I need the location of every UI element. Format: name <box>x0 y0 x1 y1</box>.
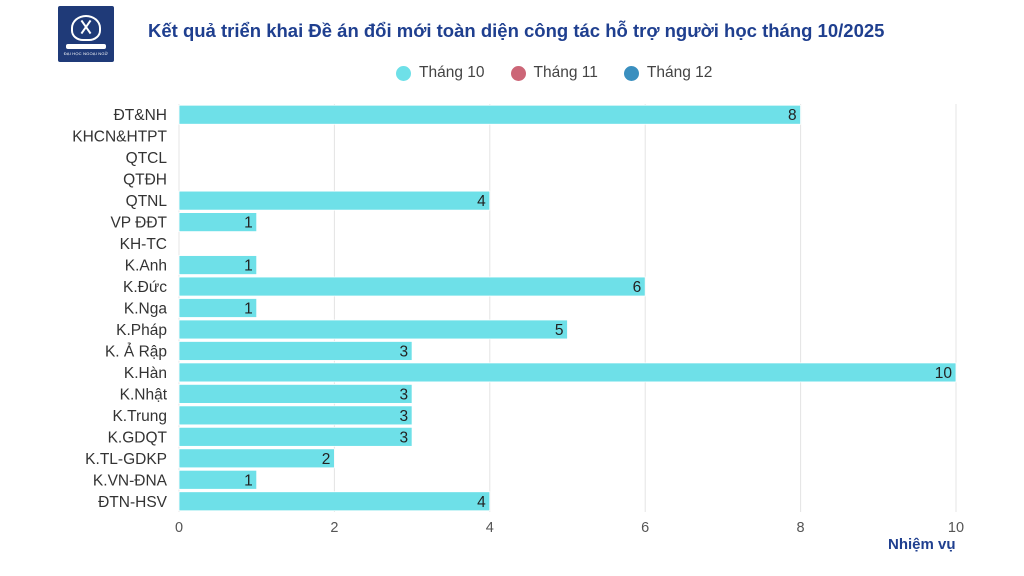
bar-tháng-10 <box>178 298 258 318</box>
chart-legend: Tháng 10 Tháng 11 Tháng 12 <box>396 64 712 82</box>
y-tick-label: QTCL <box>126 150 168 167</box>
legend-label-thang-11: Tháng 11 <box>533 64 598 81</box>
data-label: 8 <box>788 107 797 124</box>
y-tick-label: QTNL <box>126 193 168 210</box>
data-label: 3 <box>399 408 408 425</box>
legend-label-thang-12: Tháng 12 <box>646 64 713 81</box>
y-tick-label: VP ĐĐT <box>110 215 167 232</box>
bar-tháng-10 <box>178 491 491 512</box>
bar-tháng-10 <box>178 212 258 233</box>
bar-tháng-10 <box>178 426 413 447</box>
bar-tháng-10 <box>178 362 957 383</box>
y-tick-label: K.Anh <box>125 258 167 275</box>
bar-tháng-10 <box>178 341 413 361</box>
legend-item-thang-10[interactable]: Tháng 10 <box>396 64 485 82</box>
x-axis-title: Nhiệm vụ <box>888 536 956 553</box>
bar-tháng-10 <box>178 469 258 490</box>
bar-tháng-10 <box>178 276 646 297</box>
data-label: 10 <box>935 365 953 382</box>
y-tick-label: K.TL-GDKP <box>85 451 167 468</box>
bar-tháng-10 <box>178 190 491 211</box>
bar-tháng-10 <box>178 255 258 275</box>
y-tick-label: K.GDQT <box>108 429 168 446</box>
legend-marker-thang-11 <box>510 65 526 81</box>
legend-marker-thang-12 <box>623 65 639 81</box>
bar-tháng-10 <box>178 448 335 469</box>
legend-marker-thang-10 <box>396 65 411 81</box>
logo-ribbon <box>66 43 106 49</box>
x-tick-label: 0 <box>175 520 183 536</box>
legend-item-thang-11[interactable]: Tháng 11 <box>510 64 598 82</box>
legend-label-thang-10: Tháng 10 <box>419 64 485 81</box>
data-label: 5 <box>555 322 564 339</box>
y-tick-label: KH-TC <box>120 236 167 253</box>
data-label: 1 <box>244 472 253 489</box>
y-tick-label: K.Nga <box>124 301 167 318</box>
y-tick-label: QTĐH <box>123 172 167 189</box>
bar-tháng-10 <box>178 319 568 340</box>
logo-emblem <box>71 14 101 41</box>
y-tick-label: KHCN&HTPT <box>72 129 167 146</box>
data-label: 3 <box>399 343 408 360</box>
data-label: 3 <box>399 386 408 403</box>
x-tick-label: 4 <box>486 520 494 536</box>
y-tick-label: K.Nhật <box>120 386 168 403</box>
data-label: 4 <box>477 494 486 511</box>
y-tick-label: K.VN-ĐNA <box>93 472 168 489</box>
x-tick-label: 10 <box>948 520 964 536</box>
bar-tháng-10 <box>178 405 413 426</box>
chart-title: Kết quả triển khai Đề án đổi mới toàn di… <box>148 20 885 41</box>
legend-item-thang-12[interactable]: Tháng 12 <box>623 64 713 82</box>
bar-tháng-10 <box>178 104 801 125</box>
data-label: 4 <box>477 193 486 210</box>
y-tick-label: K.Pháp <box>116 322 167 339</box>
logo-text: ĐẠI HỌC NGOẠI NGỮ <box>63 50 109 56</box>
data-label: 3 <box>399 429 408 446</box>
x-tick-label: 8 <box>797 520 805 536</box>
data-label: 2 <box>322 451 331 468</box>
y-tick-label: K. Ả Rập <box>105 343 167 360</box>
y-tick-label: K.Đức <box>123 279 167 296</box>
data-label: 1 <box>244 258 253 275</box>
data-label: 1 <box>244 215 253 232</box>
x-tick-label: 2 <box>330 520 338 536</box>
y-tick-label: ĐT&NH <box>114 107 167 124</box>
x-tick-label: 6 <box>641 520 649 536</box>
data-label: 1 <box>244 301 253 318</box>
y-tick-label: ĐTN-HSV <box>98 494 168 511</box>
y-tick-label: K.Trung <box>112 408 167 425</box>
data-label: 6 <box>633 279 642 296</box>
y-tick-label: K.Hàn <box>124 365 167 382</box>
university-logo: ĐẠI HỌC NGOẠI NGỮ <box>58 6 114 62</box>
bar-tháng-10 <box>178 383 413 404</box>
